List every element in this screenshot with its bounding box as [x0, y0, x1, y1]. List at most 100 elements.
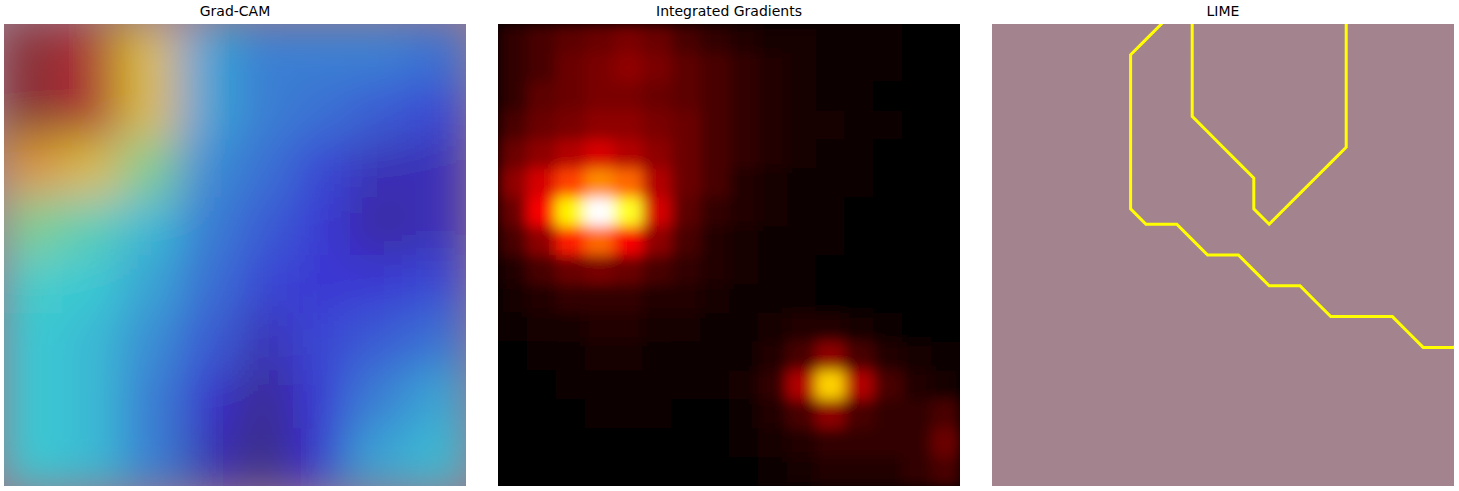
- heatmap-cell: [4, 428, 63, 486]
- heatmap-cell: [527, 226, 557, 256]
- heatmap-cell: [931, 140, 960, 170]
- heatmap-cell: [527, 457, 557, 486]
- heatmap-cell: [931, 168, 960, 198]
- heatmap-cell: [845, 399, 875, 429]
- heatmap-cell: [4, 24, 63, 83]
- heatmap-cell: [614, 53, 644, 83]
- heatmap-cell: [614, 197, 644, 227]
- heatmap-cell: [729, 111, 759, 141]
- heatmap-cell: [729, 371, 759, 401]
- heatmap-cell: [177, 82, 236, 141]
- heatmap-cell: [845, 82, 875, 112]
- heatmap-cell: [177, 428, 236, 486]
- heatmap-cell: [527, 168, 557, 198]
- heatmap-cell: [177, 255, 236, 314]
- heatmap-cell: [351, 82, 410, 141]
- heatmap-cell: [671, 313, 701, 343]
- heatmap-cell: [845, 168, 875, 198]
- heatmap-cell: [62, 82, 121, 141]
- heatmap-cell: [235, 24, 294, 83]
- heatmap-cell: [873, 226, 903, 256]
- heatmap-cell: [816, 313, 846, 343]
- heatmap-cell: [700, 82, 730, 112]
- heatmap-cell: [585, 255, 615, 285]
- heatmap-cell: [816, 255, 846, 285]
- heatmap-cell: [614, 82, 644, 112]
- heatmap-cell: [177, 313, 236, 372]
- heatmap-cell: [845, 24, 875, 54]
- heatmap-cell: [902, 313, 932, 343]
- heatmap-cell: [873, 457, 903, 486]
- heatmap-cell: [902, 53, 932, 83]
- heatmap-cell: [700, 284, 730, 314]
- heatmap-cell: [700, 457, 730, 486]
- heatmap-cell: [845, 371, 875, 401]
- heatmap-cell: [62, 313, 121, 372]
- superpixel-boundary: [1131, 24, 1454, 347]
- heatmap-cell: [62, 140, 121, 199]
- heatmap-cell: [120, 255, 179, 314]
- heatmap-cell: [642, 428, 672, 458]
- heatmap-cell: [351, 197, 410, 256]
- heatmap-cell: [787, 168, 817, 198]
- heatmap-cell: [293, 197, 352, 256]
- heatmap-cell: [931, 399, 960, 429]
- heatmap-cell: [845, 342, 875, 372]
- heatmap-cell: [642, 313, 672, 343]
- heatmap-cell: [527, 428, 557, 458]
- heatmap-cell: [758, 168, 788, 198]
- heatmap-cell: [527, 82, 557, 112]
- heatmap-cell: [556, 226, 586, 256]
- heatmap-cell: [729, 197, 759, 227]
- heatmap-cell: [614, 140, 644, 170]
- heatmap-cell: [845, 284, 875, 314]
- heatmap-cell: [585, 284, 615, 314]
- heatmap-cell: [4, 255, 63, 314]
- heatmap-cell: [527, 371, 557, 401]
- heatmap-cell: [931, 313, 960, 343]
- heatmap-cell: [585, 399, 615, 429]
- heatmap-cell: [816, 399, 846, 429]
- heatmap-cell: [235, 428, 294, 486]
- heatmap-cell: [729, 428, 759, 458]
- heatmap-cell: [62, 197, 121, 256]
- heatmap-cell: [671, 226, 701, 256]
- heatmap-cell: [585, 168, 615, 198]
- heatmap-cell: [527, 53, 557, 83]
- heatmap-cell: [902, 140, 932, 170]
- heatmap-cell: [408, 140, 466, 199]
- heatmap-cell: [671, 82, 701, 112]
- heatmap-cell: [642, 226, 672, 256]
- heatmap-cell: [527, 342, 557, 372]
- heatmap-cell: [787, 342, 817, 372]
- heatmap-cell: [671, 371, 701, 401]
- heatmap-cell: [700, 53, 730, 83]
- heatmap-cell: [700, 226, 730, 256]
- heatmap-cell: [729, 284, 759, 314]
- heatmap-cell: [816, 342, 846, 372]
- heatmap-cell: [293, 313, 352, 372]
- heatmap-cell: [642, 168, 672, 198]
- heatmap-cell: [816, 428, 846, 458]
- heatmap-cell: [642, 24, 672, 54]
- heatmap-cell: [62, 371, 121, 430]
- heatmap-cell: [351, 255, 410, 314]
- heatmap-cells: [498, 24, 960, 486]
- heatmap-cell: [873, 428, 903, 458]
- heatmap-cell: [4, 197, 63, 256]
- panel-title: Integrated Gradients: [656, 3, 802, 19]
- heatmap-cell: [758, 371, 788, 401]
- heatmap-cell: [498, 284, 528, 314]
- heatmap-cell: [700, 111, 730, 141]
- heatmap-cell: [729, 53, 759, 83]
- heatmap-cell: [787, 457, 817, 486]
- heatmap-cell: [931, 197, 960, 227]
- heatmap-cell: [758, 457, 788, 486]
- heatmap-cell: [614, 226, 644, 256]
- heatmap-cell: [700, 168, 730, 198]
- heatmap-cell: [4, 140, 63, 199]
- heatmap-cell: [931, 255, 960, 285]
- heatmap-cell: [873, 313, 903, 343]
- heatmap-cell: [931, 457, 960, 486]
- heatmap-cell: [816, 53, 846, 83]
